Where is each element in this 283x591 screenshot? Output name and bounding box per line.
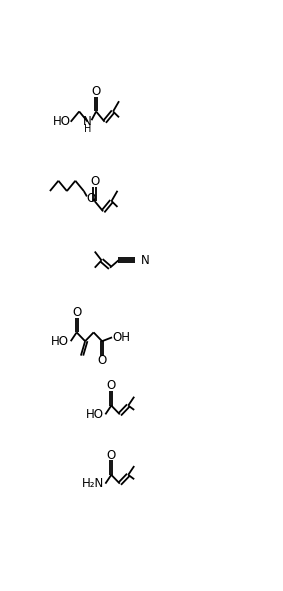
Text: O: O: [107, 379, 116, 392]
Text: H₂N: H₂N: [82, 477, 104, 490]
Text: N: N: [141, 254, 149, 267]
Text: H: H: [84, 124, 91, 134]
Text: N: N: [83, 115, 92, 128]
Text: O: O: [107, 449, 116, 462]
Text: OH: OH: [113, 331, 131, 344]
Text: O: O: [86, 192, 95, 205]
Text: HO: HO: [53, 115, 71, 128]
Text: O: O: [97, 355, 107, 368]
Text: O: O: [91, 85, 101, 98]
Text: O: O: [90, 175, 99, 188]
Text: HO: HO: [86, 408, 104, 421]
Text: O: O: [72, 306, 81, 319]
Text: HO: HO: [51, 335, 69, 348]
